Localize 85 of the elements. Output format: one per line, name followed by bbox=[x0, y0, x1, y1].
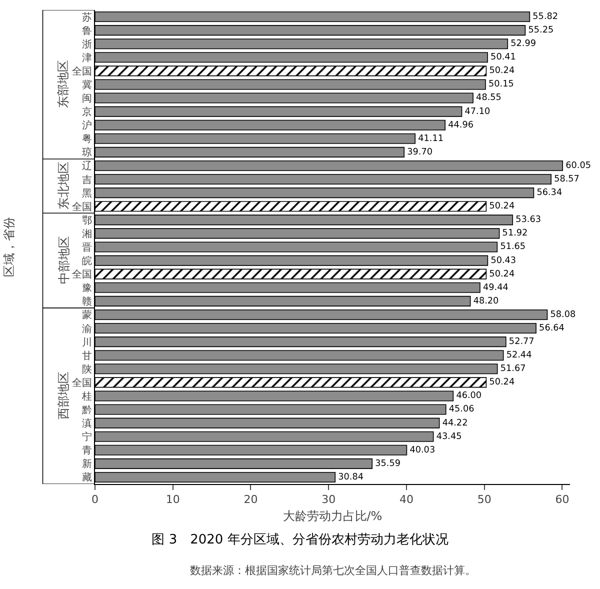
y-tick-label: 豫 bbox=[82, 282, 92, 294]
data-label: 50.43 bbox=[490, 256, 516, 266]
y-tick-label: 桂 bbox=[81, 390, 92, 402]
y-tick-label: 宁 bbox=[82, 431, 92, 444]
text: 东部地区 bbox=[56, 60, 70, 108]
y-tick-label: 青 bbox=[82, 444, 92, 457]
x-tick-label: 0 bbox=[92, 493, 98, 506]
y-tick-label: 甘 bbox=[82, 350, 92, 362]
y-tick-label: 藏 bbox=[82, 472, 92, 484]
y-tick-label: 鲁 bbox=[82, 24, 92, 37]
data-label: 60.05 bbox=[566, 160, 591, 171]
y-tick-label: 全国 bbox=[72, 376, 92, 389]
y-tick-label: 黔 bbox=[81, 404, 92, 416]
data-label: 50.41 bbox=[490, 52, 516, 63]
x-tick-label: 40 bbox=[399, 493, 414, 506]
y-tick-label: 浙 bbox=[82, 38, 92, 50]
x-tick-label: 60 bbox=[555, 493, 570, 506]
y-tick-label: 陕 bbox=[82, 363, 92, 376]
x-tick-label: 30 bbox=[322, 493, 336, 506]
x-axis-title: 大龄劳动力占比/% bbox=[282, 509, 382, 524]
data-label: 40.03 bbox=[410, 445, 436, 456]
y-tick-label: 川 bbox=[82, 336, 92, 348]
data-label: 50.24 bbox=[489, 378, 515, 388]
x-tick-label: 10 bbox=[166, 493, 180, 506]
data-label: 44.96 bbox=[448, 120, 474, 130]
data-label: 50.24 bbox=[489, 202, 515, 212]
data-label: 56.34 bbox=[536, 188, 562, 198]
y-tick-label: 蒙 bbox=[82, 309, 92, 322]
data-label: 47.10 bbox=[464, 106, 490, 117]
y-tick-label: 吉 bbox=[82, 174, 92, 186]
source-note: 数据来源：根据国家统计局第七次全国人口普查数据计算。 bbox=[190, 564, 476, 577]
data-label: 43.45 bbox=[436, 432, 462, 442]
y-tick-label: 渝 bbox=[82, 322, 92, 335]
y-tick-label: 晋 bbox=[82, 242, 92, 254]
y-tick-label: 苏 bbox=[82, 11, 92, 24]
data-label: 58.57 bbox=[554, 174, 580, 184]
y-tick-label: 黑 bbox=[82, 188, 92, 200]
data-label: 44.22 bbox=[442, 418, 468, 428]
text: 西部地区 bbox=[56, 372, 71, 420]
data-label: 52.99 bbox=[510, 39, 536, 50]
data-label: 50.15 bbox=[488, 80, 514, 90]
data-label: 51.65 bbox=[500, 242, 526, 252]
data-label: 35.59 bbox=[375, 458, 401, 469]
text: 东北地区 bbox=[56, 162, 71, 210]
x-tick-label: 20 bbox=[244, 493, 258, 506]
y-tick-label: 粤 bbox=[82, 133, 92, 146]
data-label: 52.44 bbox=[506, 350, 532, 361]
y-tick-label: 全国 bbox=[72, 200, 92, 213]
y-tick-label: 皖 bbox=[82, 255, 92, 268]
data-label: 48.20 bbox=[473, 296, 500, 306]
y-tick-label: 全国 bbox=[72, 65, 92, 78]
data-label: 53.63 bbox=[516, 215, 541, 226]
text: 图 3 2020 年分区域、分省份农村劳动力老化状况 bbox=[152, 532, 448, 548]
y-tick-label: 鄂 bbox=[82, 215, 92, 226]
y-tick-label: 赣 bbox=[82, 296, 92, 308]
data-label: 50.24 bbox=[489, 66, 515, 76]
text: 中部地区 bbox=[57, 236, 72, 284]
y-tick-label: 辽 bbox=[82, 160, 92, 172]
y-tick-label: 全国 bbox=[72, 268, 92, 281]
data-label: 51.92 bbox=[502, 228, 528, 239]
data-label: 46.00 bbox=[456, 391, 482, 402]
y-tick-label: 闽 bbox=[82, 92, 92, 105]
y-tick-label: 津 bbox=[82, 52, 92, 64]
data-label: 50.24 bbox=[489, 269, 515, 280]
data-label: 41.11 bbox=[418, 134, 444, 144]
x-tick-label: 50 bbox=[477, 493, 492, 506]
data-label: 39.70 bbox=[407, 147, 433, 158]
data-label: 55.82 bbox=[532, 12, 558, 22]
data-label: 51.67 bbox=[500, 364, 526, 374]
data-label: 56.64 bbox=[539, 323, 565, 334]
y-tick-label: 冀 bbox=[82, 78, 92, 91]
data-label: 45.06 bbox=[448, 404, 475, 415]
y-axis-title: 区域，省份 bbox=[2, 217, 16, 277]
data-label: 30.84 bbox=[338, 472, 364, 482]
data-label: 48.55 bbox=[476, 93, 502, 104]
y-tick-label: 沪 bbox=[82, 120, 92, 132]
y-tick-label: 琼 bbox=[82, 146, 92, 159]
data-label: 49.44 bbox=[482, 282, 509, 293]
y-tick-label: 京 bbox=[82, 106, 92, 118]
data-label: 55.25 bbox=[528, 26, 554, 36]
data-label: 52.77 bbox=[508, 337, 534, 348]
data-label: 58.08 bbox=[550, 310, 576, 320]
y-tick-label: 湘 bbox=[82, 228, 92, 240]
y-tick-label: 新 bbox=[82, 458, 92, 470]
y-tick-label: 滇 bbox=[82, 418, 92, 430]
